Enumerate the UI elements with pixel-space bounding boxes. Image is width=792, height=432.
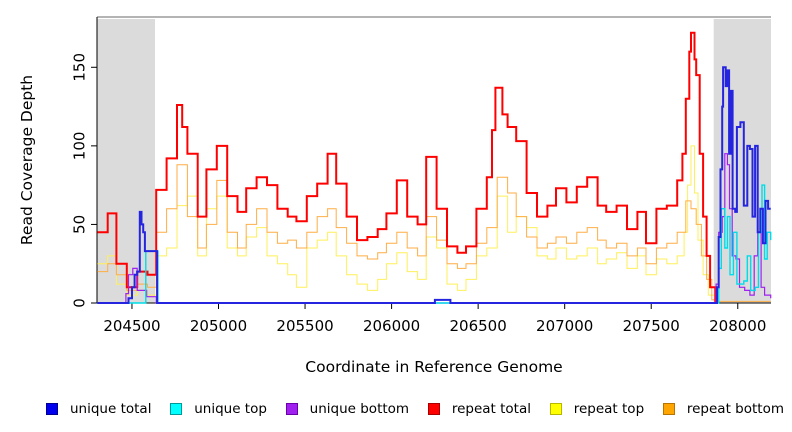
repeat-bottom-swatch-icon [662, 403, 675, 415]
legend-label: repeat bottom [686, 401, 784, 417]
legend: unique total unique top unique bottom re… [46, 398, 784, 420]
unique-bottom-swatch-icon [285, 403, 298, 415]
x-tick-label: 208000 [709, 317, 766, 335]
series-repeat-top [97, 145, 716, 303]
y-tick-label: 150 [70, 53, 88, 82]
legend-item-unique-bottom: unique bottom [285, 401, 410, 417]
x-axis-title: Coordinate in Reference Genome [305, 358, 563, 376]
x-tick-label: 205500 [276, 317, 333, 335]
series-unique-bottom [97, 153, 772, 304]
legend-label: repeat top [573, 401, 645, 417]
x-tick-label: 205000 [190, 317, 247, 335]
legend-label: unique total [70, 401, 152, 417]
y-axis-title: Read Coverage Depth [18, 74, 36, 246]
unique-top-swatch-icon [170, 403, 183, 415]
x-tick-label: 206000 [363, 317, 420, 335]
repeat-top-swatch-icon [549, 403, 562, 415]
legend-label: unique bottom [309, 401, 410, 417]
series-unique-total [97, 66, 771, 304]
x-tick-label: 207000 [536, 317, 593, 335]
legend-item-repeat-top: repeat top [549, 401, 645, 417]
x-tick-label: 206500 [450, 317, 507, 335]
unique-total-swatch-icon [46, 403, 58, 415]
series-repeat-total [97, 31, 717, 303]
legend-item-unique-total: unique total [46, 401, 151, 417]
x-tick-label: 207500 [623, 317, 680, 335]
y-tick-label: 0 [71, 298, 89, 308]
y-tick-label: 100 [70, 132, 88, 161]
x-tick-label: 204500 [103, 317, 160, 335]
legend-item-repeat-bottom: repeat bottom [662, 401, 784, 417]
legend-label: unique top [194, 401, 267, 417]
series-repeat-bottom [97, 164, 771, 302]
legend-item-unique-top: unique top [170, 401, 267, 417]
legend-label: repeat total [451, 401, 531, 417]
y-tick-label: 50 [71, 215, 89, 234]
legend-item-repeat-total: repeat total [427, 401, 531, 417]
repeat-total-swatch-icon [427, 403, 440, 415]
